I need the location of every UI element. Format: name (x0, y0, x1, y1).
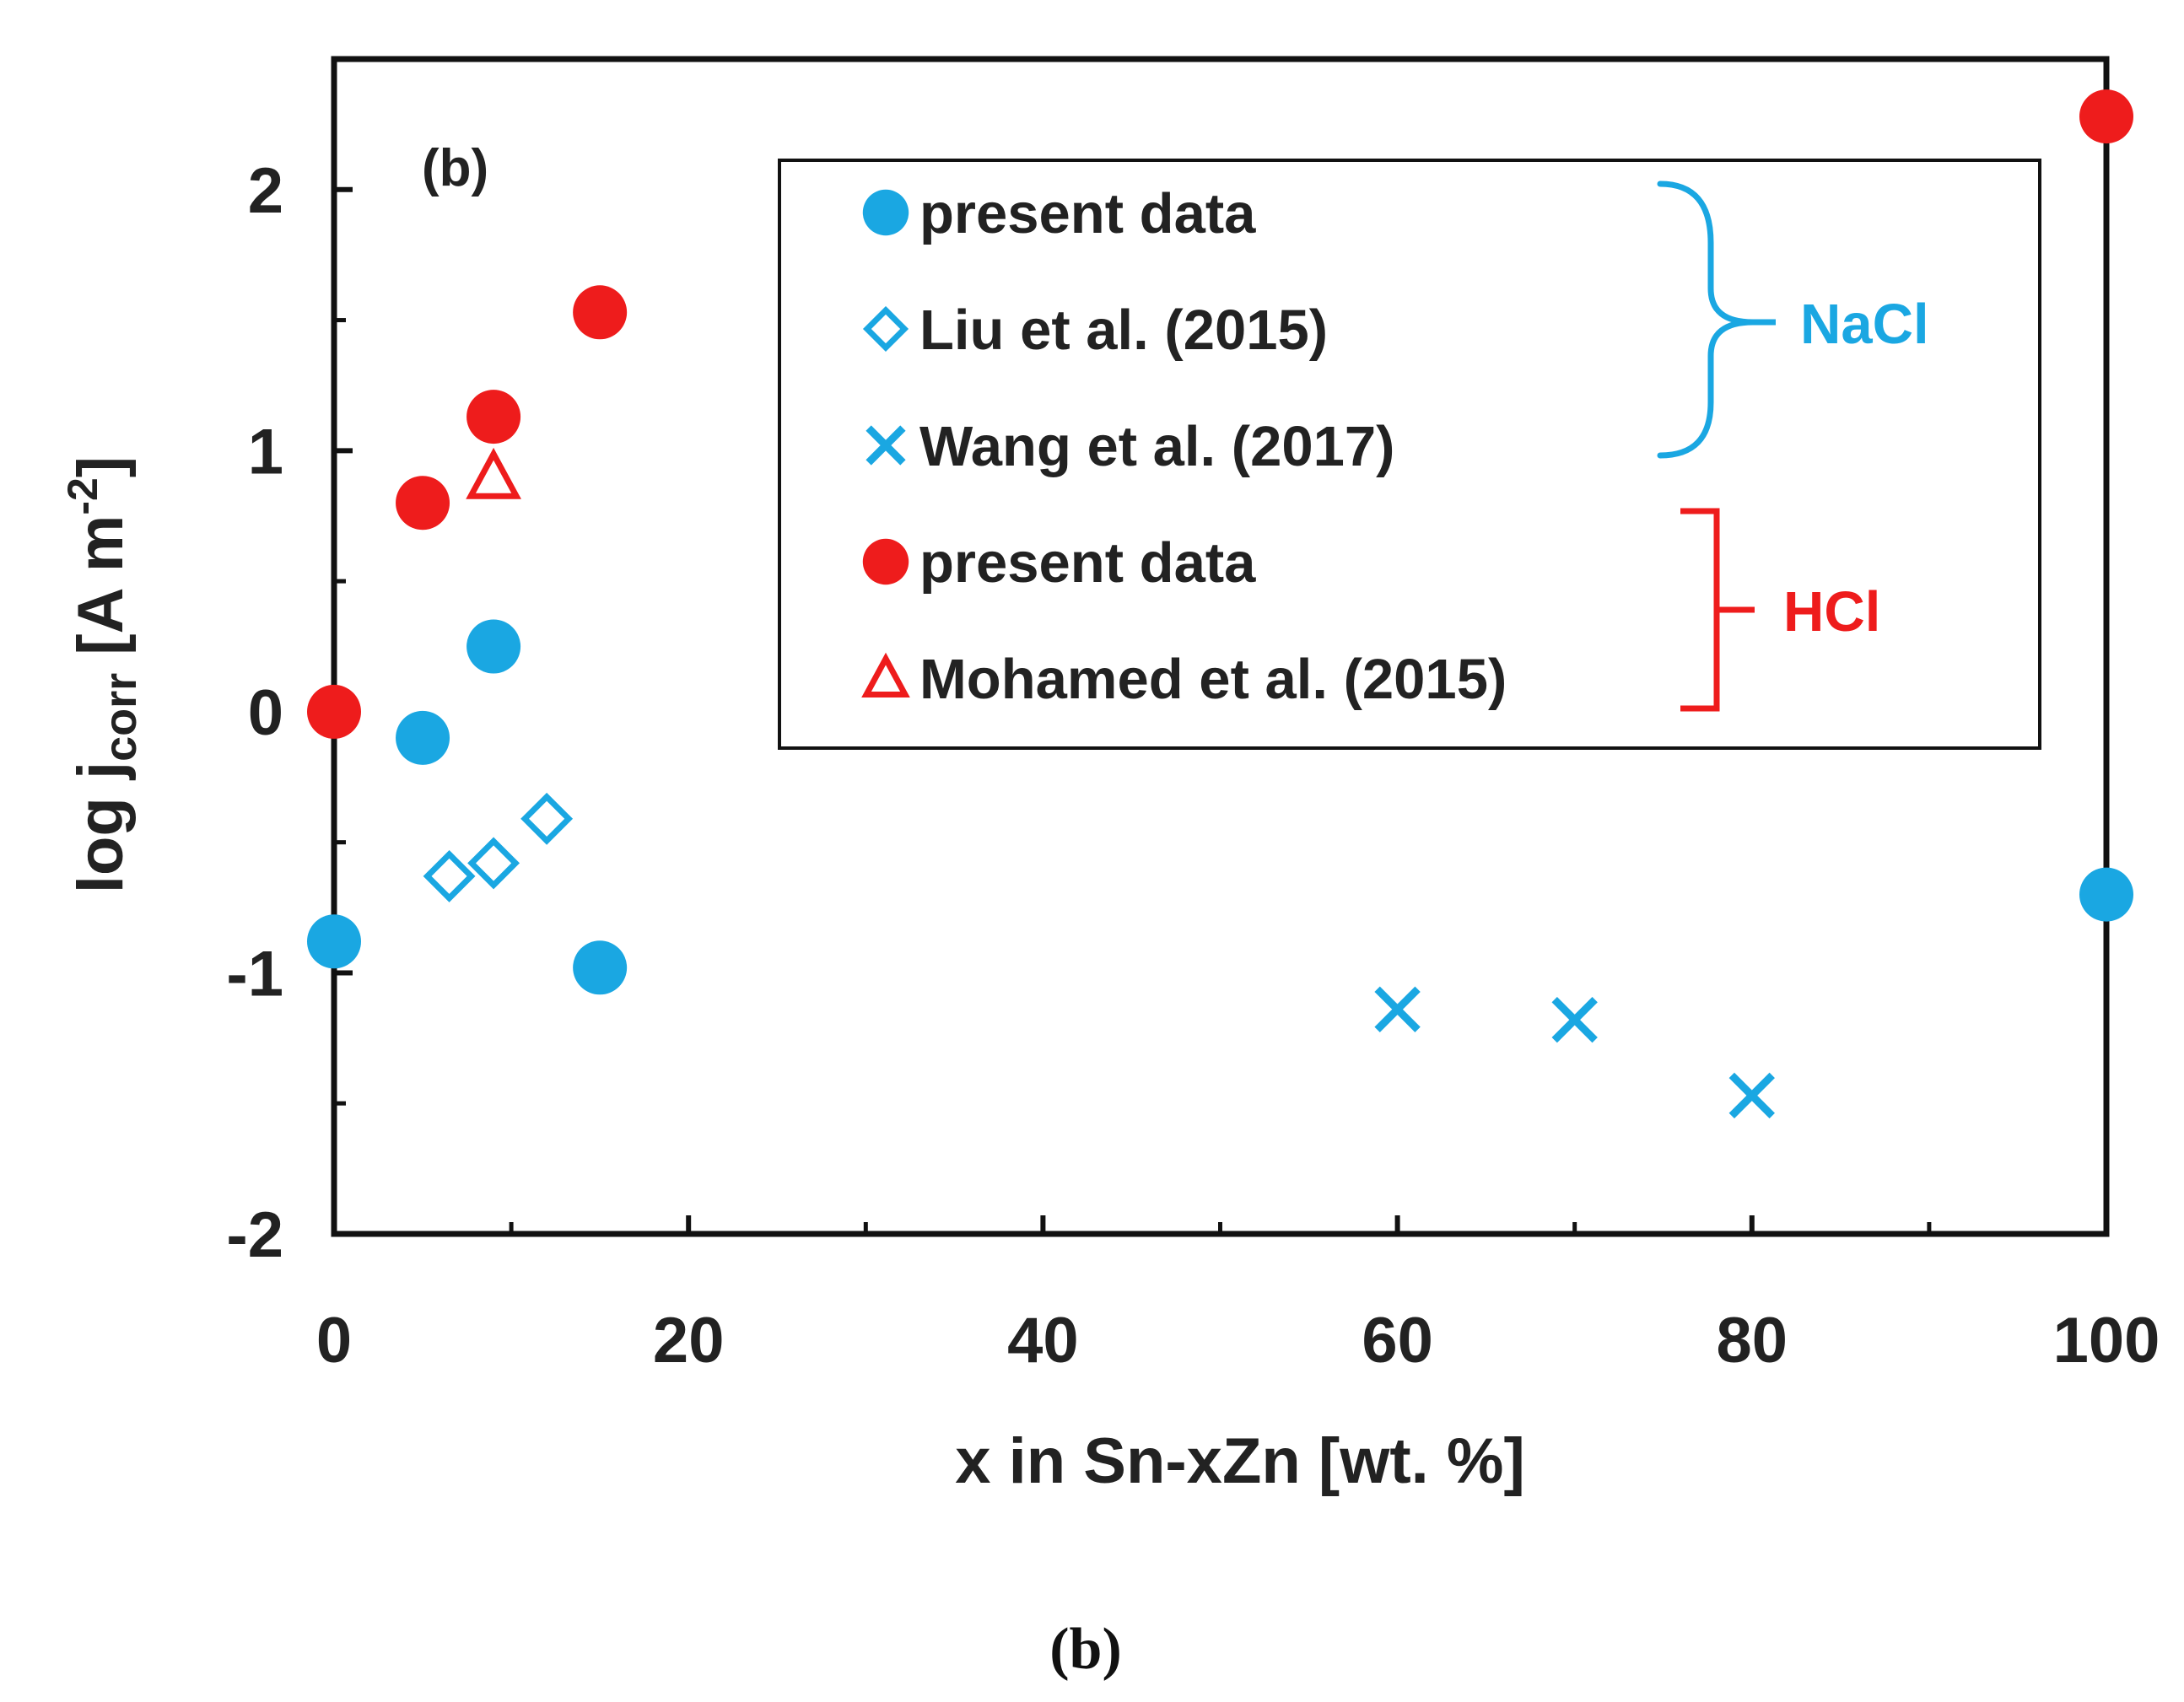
data-point-hcl-mohamed-et-al-2015 (466, 447, 521, 499)
legend-markers (861, 189, 910, 698)
legend-label-wang: Wang et al. (2017) (919, 415, 1394, 478)
data-point-nacl-present-data (2079, 867, 2133, 922)
legend-label-mohamed: Mohamed et al. (2015) (919, 648, 1507, 711)
group-label-hcl: HCl (1783, 580, 1880, 644)
data-point-hcl-present-data (466, 390, 521, 444)
legend-marker-nacl-liu-et-al-2015 (862, 305, 909, 353)
legend-label-hcl-present: present data (919, 531, 1256, 595)
data-point-nacl-wang-et-al-2017 (1374, 986, 1421, 1032)
x-tick-label: 40 (1007, 1305, 1079, 1376)
data-point-nacl-liu-et-al-2015 (467, 837, 520, 890)
legend-marker-hcl-present-data (862, 538, 909, 585)
legend-box (778, 159, 2041, 750)
x-tick-label: 100 (2053, 1305, 2160, 1376)
y-axis-title-subscript: corr (95, 673, 146, 762)
data-point-nacl-wang-et-al-2017 (1551, 996, 1598, 1043)
y-axis-title-close: ] (65, 456, 137, 477)
legend-marker-nacl-present-data (862, 189, 909, 236)
data-point-nacl-liu-et-al-2015 (423, 849, 476, 902)
data-point-nacl-present-data (307, 914, 361, 969)
x-tick-label: 80 (1717, 1305, 1788, 1376)
y-tick-label: 2 (248, 155, 283, 227)
x-tick-label: 20 (653, 1305, 725, 1376)
data-point-nacl-wang-et-al-2017 (1728, 1072, 1775, 1119)
y-tick-label: 1 (248, 416, 283, 487)
data-point-nacl-present-data (466, 619, 521, 674)
y-tick-label: -1 (226, 938, 283, 1010)
y-tick-label: -2 (226, 1199, 283, 1271)
y-axis-title: log jcorr [A m-2] (59, 456, 146, 893)
data-point-hcl-present-data (396, 476, 450, 531)
data-point-hcl-present-data (2079, 89, 2133, 144)
figure-caption: (b) (1049, 1617, 1122, 1682)
data-point-hcl-present-data (573, 285, 628, 340)
y-axis-title-superscript: -2 (59, 477, 106, 514)
x-axis-title: x in Sn-xZn [wt. %] (955, 1425, 1525, 1497)
group-label-nacl: NaCl (1800, 293, 1929, 356)
legend-marker-nacl-wang-et-al-2017 (866, 425, 906, 466)
y-axis-title-unit: [A m (65, 515, 137, 673)
y-tick-label: 0 (248, 677, 283, 749)
legend-label-nacl-present: present data (919, 182, 1256, 245)
data-points (307, 89, 2133, 1119)
legend-marker-hcl-mohamed-et-al-2015 (861, 652, 910, 698)
panel-label: (b) (422, 139, 488, 197)
y-axis-title-main: log j (65, 762, 137, 893)
legend-label-liu: Liu et al. (2015) (919, 299, 1328, 362)
x-tick-label: 0 (316, 1305, 352, 1376)
data-point-nacl-liu-et-al-2015 (520, 792, 574, 845)
legend: present data Liu et al. (2015) Wang et a… (778, 159, 2041, 750)
data-point-nacl-present-data (573, 940, 628, 995)
x-tick-label: 60 (1362, 1305, 1433, 1376)
x-axis-ticks: 0 20 40 60 80 100 (316, 1215, 2160, 1376)
y-axis-ticks: -2 -1 0 1 2 (226, 155, 353, 1271)
data-point-nacl-present-data (396, 710, 450, 765)
data-point-hcl-present-data (307, 684, 361, 739)
